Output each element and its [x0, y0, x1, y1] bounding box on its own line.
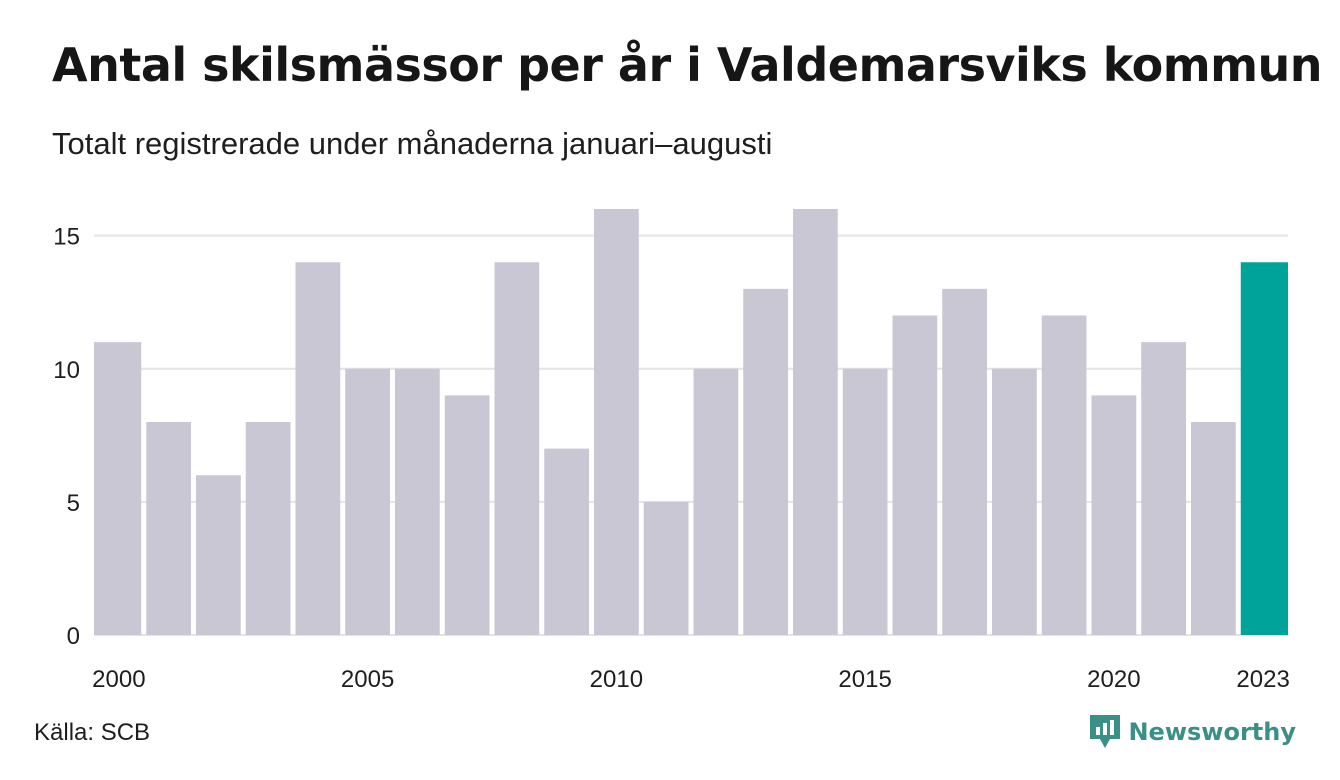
x-tick-label: 2000 — [92, 666, 145, 693]
bar-2003 — [245, 422, 291, 635]
bars — [94, 209, 1288, 635]
bar-2002 — [196, 475, 241, 635]
brand-logo: Newsworthy — [1088, 713, 1296, 751]
bar-2005 — [345, 368, 390, 635]
bar-2020 — [1091, 395, 1137, 635]
bar-2016 — [892, 315, 938, 635]
x-axis-tick-labels: 2000 2005 2010 2015 2020 2023 — [92, 666, 1290, 693]
x-tick-label: 2015 — [838, 666, 891, 693]
bar-2006 — [395, 368, 440, 635]
bar-2015 — [842, 368, 888, 635]
chart-title: Antal skilsmässor per år i Valdemarsviks… — [52, 38, 1323, 92]
newsworthy-logo-icon — [1090, 715, 1121, 748]
brand-name: Newsworthy — [1128, 718, 1296, 746]
chart-subtitle: Totalt registrerade under månaderna janu… — [52, 126, 773, 161]
bar-2007 — [444, 395, 490, 635]
bar-2018 — [992, 368, 1037, 635]
x-tick-label: 2010 — [590, 666, 643, 693]
bar-2022 — [1191, 422, 1236, 635]
y-tick-label: 10 — [53, 357, 80, 384]
bar-2001 — [146, 422, 191, 635]
bar-2012 — [693, 368, 739, 635]
source-note: Källa: SCB — [34, 719, 151, 746]
y-axis-tick-labels: 0 5 10 15 — [53, 224, 80, 650]
x-tick-label: 2005 — [341, 666, 394, 693]
bar-2010 — [594, 209, 639, 635]
grid-lines — [94, 234, 1288, 636]
x-tick-label: 2020 — [1087, 666, 1140, 693]
y-tick-label: 15 — [53, 224, 80, 251]
bar-2009 — [544, 448, 589, 635]
bar-2019 — [1041, 315, 1087, 635]
bar-2004 — [295, 262, 341, 635]
bar-2017 — [942, 288, 987, 635]
bar-2014 — [793, 209, 838, 635]
y-tick-label: 0 — [67, 623, 80, 650]
bar-2023 — [1240, 262, 1288, 635]
x-tick-label: 2023 — [1236, 666, 1289, 693]
bar-2013 — [743, 288, 788, 635]
bar-2008 — [494, 262, 540, 635]
bar-2000 — [94, 342, 142, 635]
bar-2021 — [1141, 342, 1186, 635]
y-tick-label: 5 — [67, 490, 80, 517]
bar-2011 — [643, 501, 689, 635]
